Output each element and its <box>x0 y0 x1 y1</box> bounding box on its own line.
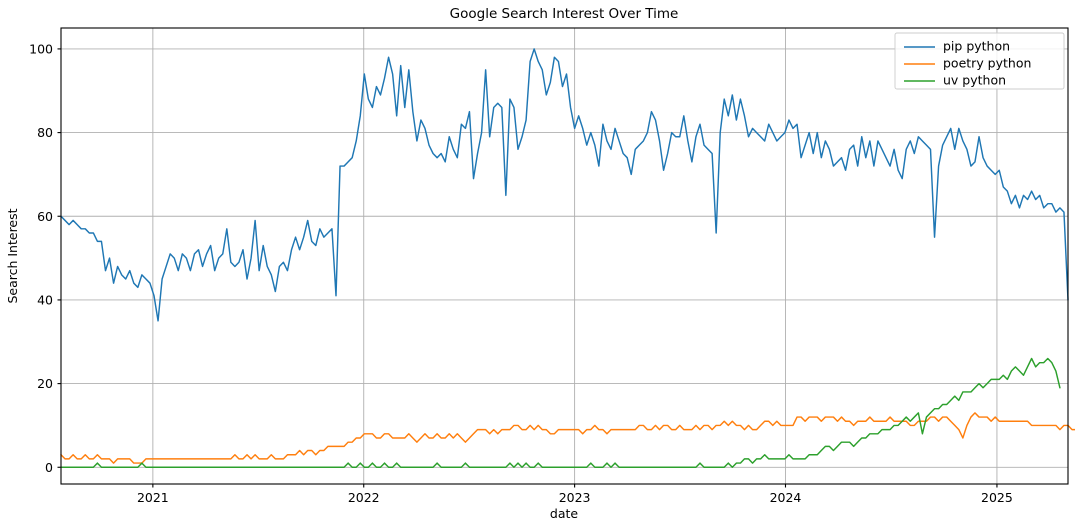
y-axis-label: Search Interest <box>5 208 20 303</box>
legend-label-uv-python: uv python <box>943 73 1006 88</box>
x-axis-label: date <box>550 506 578 521</box>
y-tick-label: 0 <box>45 460 53 475</box>
plot-background <box>61 28 1068 484</box>
series-line-pip-python <box>60 48 1069 322</box>
chart-title: Google Search Interest Over Time <box>450 6 679 22</box>
x-tickmarks <box>152 484 998 488</box>
x-tick-label: 2024 <box>770 490 802 505</box>
plot-border <box>60 27 1069 485</box>
legend-label-pip-python: pip python <box>943 39 1010 54</box>
series-line-poetry-python <box>60 412 1075 464</box>
y-tick-label: 20 <box>37 376 53 391</box>
chart-legend[interactable]: pip python poetry python uv python <box>894 32 1065 90</box>
y-tick-label: 80 <box>37 125 53 140</box>
x-tick-label: 2025 <box>981 490 1013 505</box>
legend-background <box>894 32 1065 90</box>
data-series-group <box>60 48 1075 468</box>
legend-items: pip python poetry python uv python <box>904 39 1031 88</box>
series-line-uv-python <box>60 357 1061 468</box>
y-tick-label: 40 <box>37 292 53 307</box>
x-tick-labels: 2021 2022 2023 2024 2025 <box>137 490 1013 505</box>
x-gridlines <box>152 28 998 484</box>
x-tick-label: 2023 <box>559 490 591 505</box>
y-tickmarks <box>57 48 61 468</box>
x-tick-label: 2021 <box>137 490 169 505</box>
y-tick-label: 100 <box>29 41 53 56</box>
y-tick-label: 60 <box>37 209 53 224</box>
y-tick-labels: 0 20 40 60 80 100 <box>29 41 53 474</box>
x-tick-label: 2022 <box>348 490 380 505</box>
legend-label-poetry-python: poetry python <box>943 56 1031 71</box>
